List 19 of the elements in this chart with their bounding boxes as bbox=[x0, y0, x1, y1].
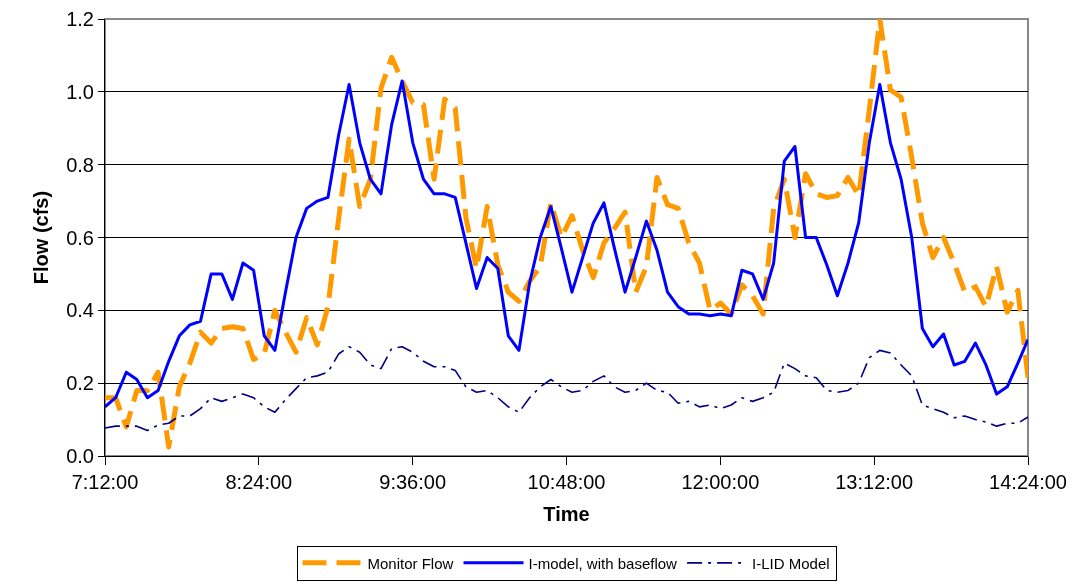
x-tick-label: 10:48:00 bbox=[527, 471, 606, 493]
y-tick-label: 0.8 bbox=[66, 153, 94, 176]
y-tick-label: 0.0 bbox=[66, 445, 94, 467]
y-tick-label: 1.0 bbox=[66, 80, 94, 103]
legend-label: Monitor Flow bbox=[367, 554, 454, 572]
x-tick-label: 9:36:00 bbox=[379, 471, 447, 493]
x-tick-label: 14:24:00 bbox=[989, 471, 1067, 493]
legend-label: I-model, with baseflow bbox=[528, 554, 678, 572]
x-tick-label: 7:12:00 bbox=[71, 471, 139, 493]
y-tick-label: 0.6 bbox=[66, 226, 94, 249]
x-tick-label: 13:12:00 bbox=[835, 471, 914, 493]
x-axis-title: Time bbox=[543, 502, 590, 525]
x-tick-label: 12:00:00 bbox=[681, 471, 760, 493]
x-tick-label: 8:24:00 bbox=[225, 471, 293, 493]
y-tick-label: 0.2 bbox=[66, 372, 94, 395]
legend-label: I-LID Model bbox=[752, 554, 830, 572]
y-tick-label: 1.2 bbox=[66, 8, 94, 30]
y-tick-label: 0.4 bbox=[66, 299, 94, 322]
y-axis-title: Flow (cfs) bbox=[29, 190, 52, 285]
